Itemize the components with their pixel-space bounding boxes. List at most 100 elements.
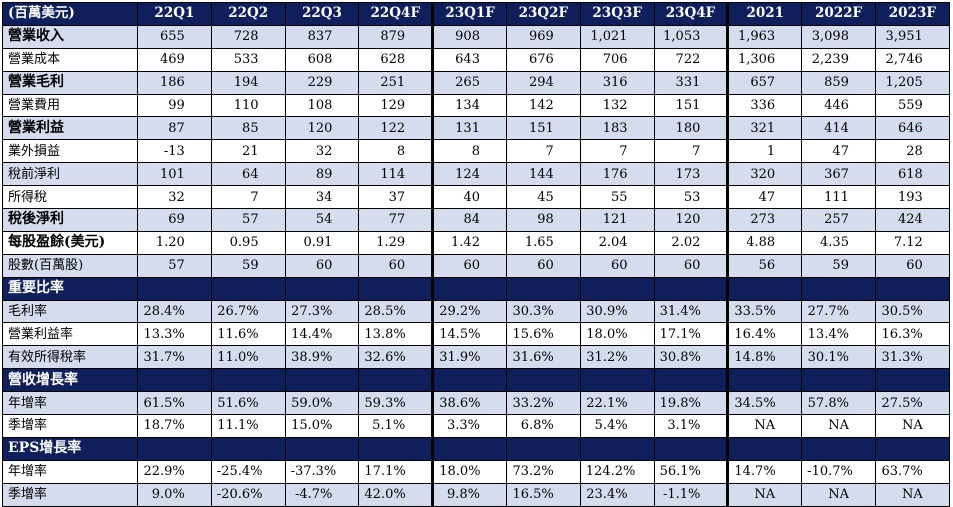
table-cell: 3,098: [801, 24, 876, 49]
table-cell: 64: [210, 162, 286, 187]
section-fill-cell: [431, 276, 507, 301]
table-cell: 1,053: [653, 24, 729, 49]
table-cell: 1,205: [874, 70, 950, 95]
table-cell: 15.6%: [505, 322, 581, 347]
table-cell: 3.3%: [431, 414, 507, 438]
table-cell: NA: [801, 414, 876, 438]
section-fill-cell: [137, 276, 212, 301]
table-cell: 628: [358, 47, 434, 72]
table-cell: -1.1%: [653, 482, 729, 507]
table-cell: 676: [505, 47, 581, 72]
table-cell: 98: [505, 208, 581, 232]
section-fill-cell: [874, 276, 950, 301]
table-cell: 13.4%: [801, 322, 876, 347]
table-cell: 273: [726, 208, 803, 232]
column-header: 2021: [726, 2, 803, 26]
row-label: 毛利率: [2, 299, 138, 324]
column-header: 22Q1: [137, 2, 212, 26]
table-cell: 559: [874, 93, 950, 118]
table-cell: 194: [210, 70, 286, 95]
table-cell: 3.1%: [653, 414, 729, 438]
row-label: 營業費用: [2, 93, 138, 118]
table-cell: 186: [137, 70, 212, 95]
table-cell: 28.5%: [358, 299, 434, 324]
table-cell: 34: [284, 185, 360, 210]
table-cell: 908: [431, 24, 507, 49]
table-row: 季增率 9.0% -20.6% -4.7% 42.0% 9.8% 16.5% 23.4% -1.…: [2, 482, 950, 507]
table-cell: 32: [284, 139, 360, 164]
table-cell: 57.8%: [801, 391, 876, 416]
table-cell: 151: [505, 116, 581, 141]
table-cell: 18.0%: [431, 459, 507, 484]
table-cell: 101: [137, 162, 212, 187]
table-cell: 331: [653, 70, 729, 95]
section-fill-cell: [653, 436, 729, 461]
table-cell: 57: [210, 208, 286, 232]
section-fill-cell: [579, 276, 655, 301]
table-cell: 7.12: [874, 230, 950, 255]
section-fill-cell: [284, 436, 360, 461]
table-cell: -13: [137, 139, 212, 164]
table-cell: 14.7%: [726, 459, 803, 484]
table-row: 稅前淨利 101 64 89 114 124 144 176 173 320 367 618: [2, 162, 950, 187]
table-cell: 60: [358, 253, 434, 278]
table-cell: 265: [431, 70, 507, 95]
table-cell: 151: [653, 93, 729, 118]
row-label: 營業毛利: [2, 70, 138, 95]
table-cell: 56.1%: [653, 459, 729, 484]
table-cell: 21: [210, 139, 286, 164]
column-header: 22Q4F: [358, 2, 434, 26]
table-cell: 16.5%: [505, 482, 581, 507]
column-header: 2023F: [874, 2, 950, 26]
table-row: 所得稅 32 7 34 37 40 45 55 53 47 111 193: [2, 185, 950, 210]
table-cell: 0.91: [284, 230, 360, 255]
section-fill-cell: [137, 368, 212, 393]
table-cell: -25.4%: [210, 459, 286, 484]
table-cell: 6.8%: [505, 414, 581, 438]
table-cell: 134: [431, 93, 507, 118]
row-label: 營業利益率: [2, 322, 138, 347]
table-cell: 142: [505, 93, 581, 118]
table-cell: 32.6%: [358, 345, 434, 370]
table-cell: 173: [653, 162, 729, 187]
table-cell: 110: [210, 93, 286, 118]
table-cell: 2,746: [874, 47, 950, 72]
table-cell: 30.5%: [874, 299, 950, 324]
section-fill-cell: [726, 276, 803, 301]
table-row: 營業費用 99 110 108 129 134 142 132 151 336 446 559: [2, 93, 950, 118]
table-cell: 77: [358, 208, 434, 232]
section-fill-cell: [137, 436, 212, 461]
table-cell: 1.42: [431, 230, 507, 255]
section-fill-cell: [505, 436, 581, 461]
section-fill-cell: [358, 368, 434, 393]
table-cell: 120: [653, 208, 729, 232]
section-fill-cell: [874, 436, 950, 461]
table-cell: 59.3%: [358, 391, 434, 416]
table-cell: 4.35: [801, 230, 876, 255]
table-cell: 193: [874, 185, 950, 210]
section-fill-cell: [653, 276, 729, 301]
table-cell: 61.5%: [137, 391, 212, 416]
table-cell: 4.88: [726, 230, 803, 255]
table-cell: 60: [579, 253, 655, 278]
table-cell: 45: [505, 185, 581, 210]
section-fill-cell: [210, 436, 286, 461]
table-cell: 87: [137, 116, 212, 141]
table-cell: 54: [284, 208, 360, 232]
table-cell: 414: [801, 116, 876, 141]
header-unit-label: (百萬美元): [2, 2, 138, 26]
table-cell: 643: [431, 47, 507, 72]
table-cell: 38.9%: [284, 345, 360, 370]
section-fill-cell: [874, 368, 950, 393]
table-cell: 30.8%: [653, 345, 729, 370]
table-cell: 19.8%: [653, 391, 729, 416]
table-row: 營業利益 87 85 120 122 131 151 183 180 321 414 646: [2, 116, 950, 141]
table-cell: 969: [505, 24, 581, 49]
table-cell: 879: [358, 24, 434, 49]
table-cell: 0.95: [210, 230, 286, 255]
row-label: 年增率: [2, 391, 138, 416]
row-label: 稅前淨利: [2, 162, 138, 187]
table-cell: 8: [358, 139, 434, 164]
table-cell: 22.9%: [137, 459, 212, 484]
